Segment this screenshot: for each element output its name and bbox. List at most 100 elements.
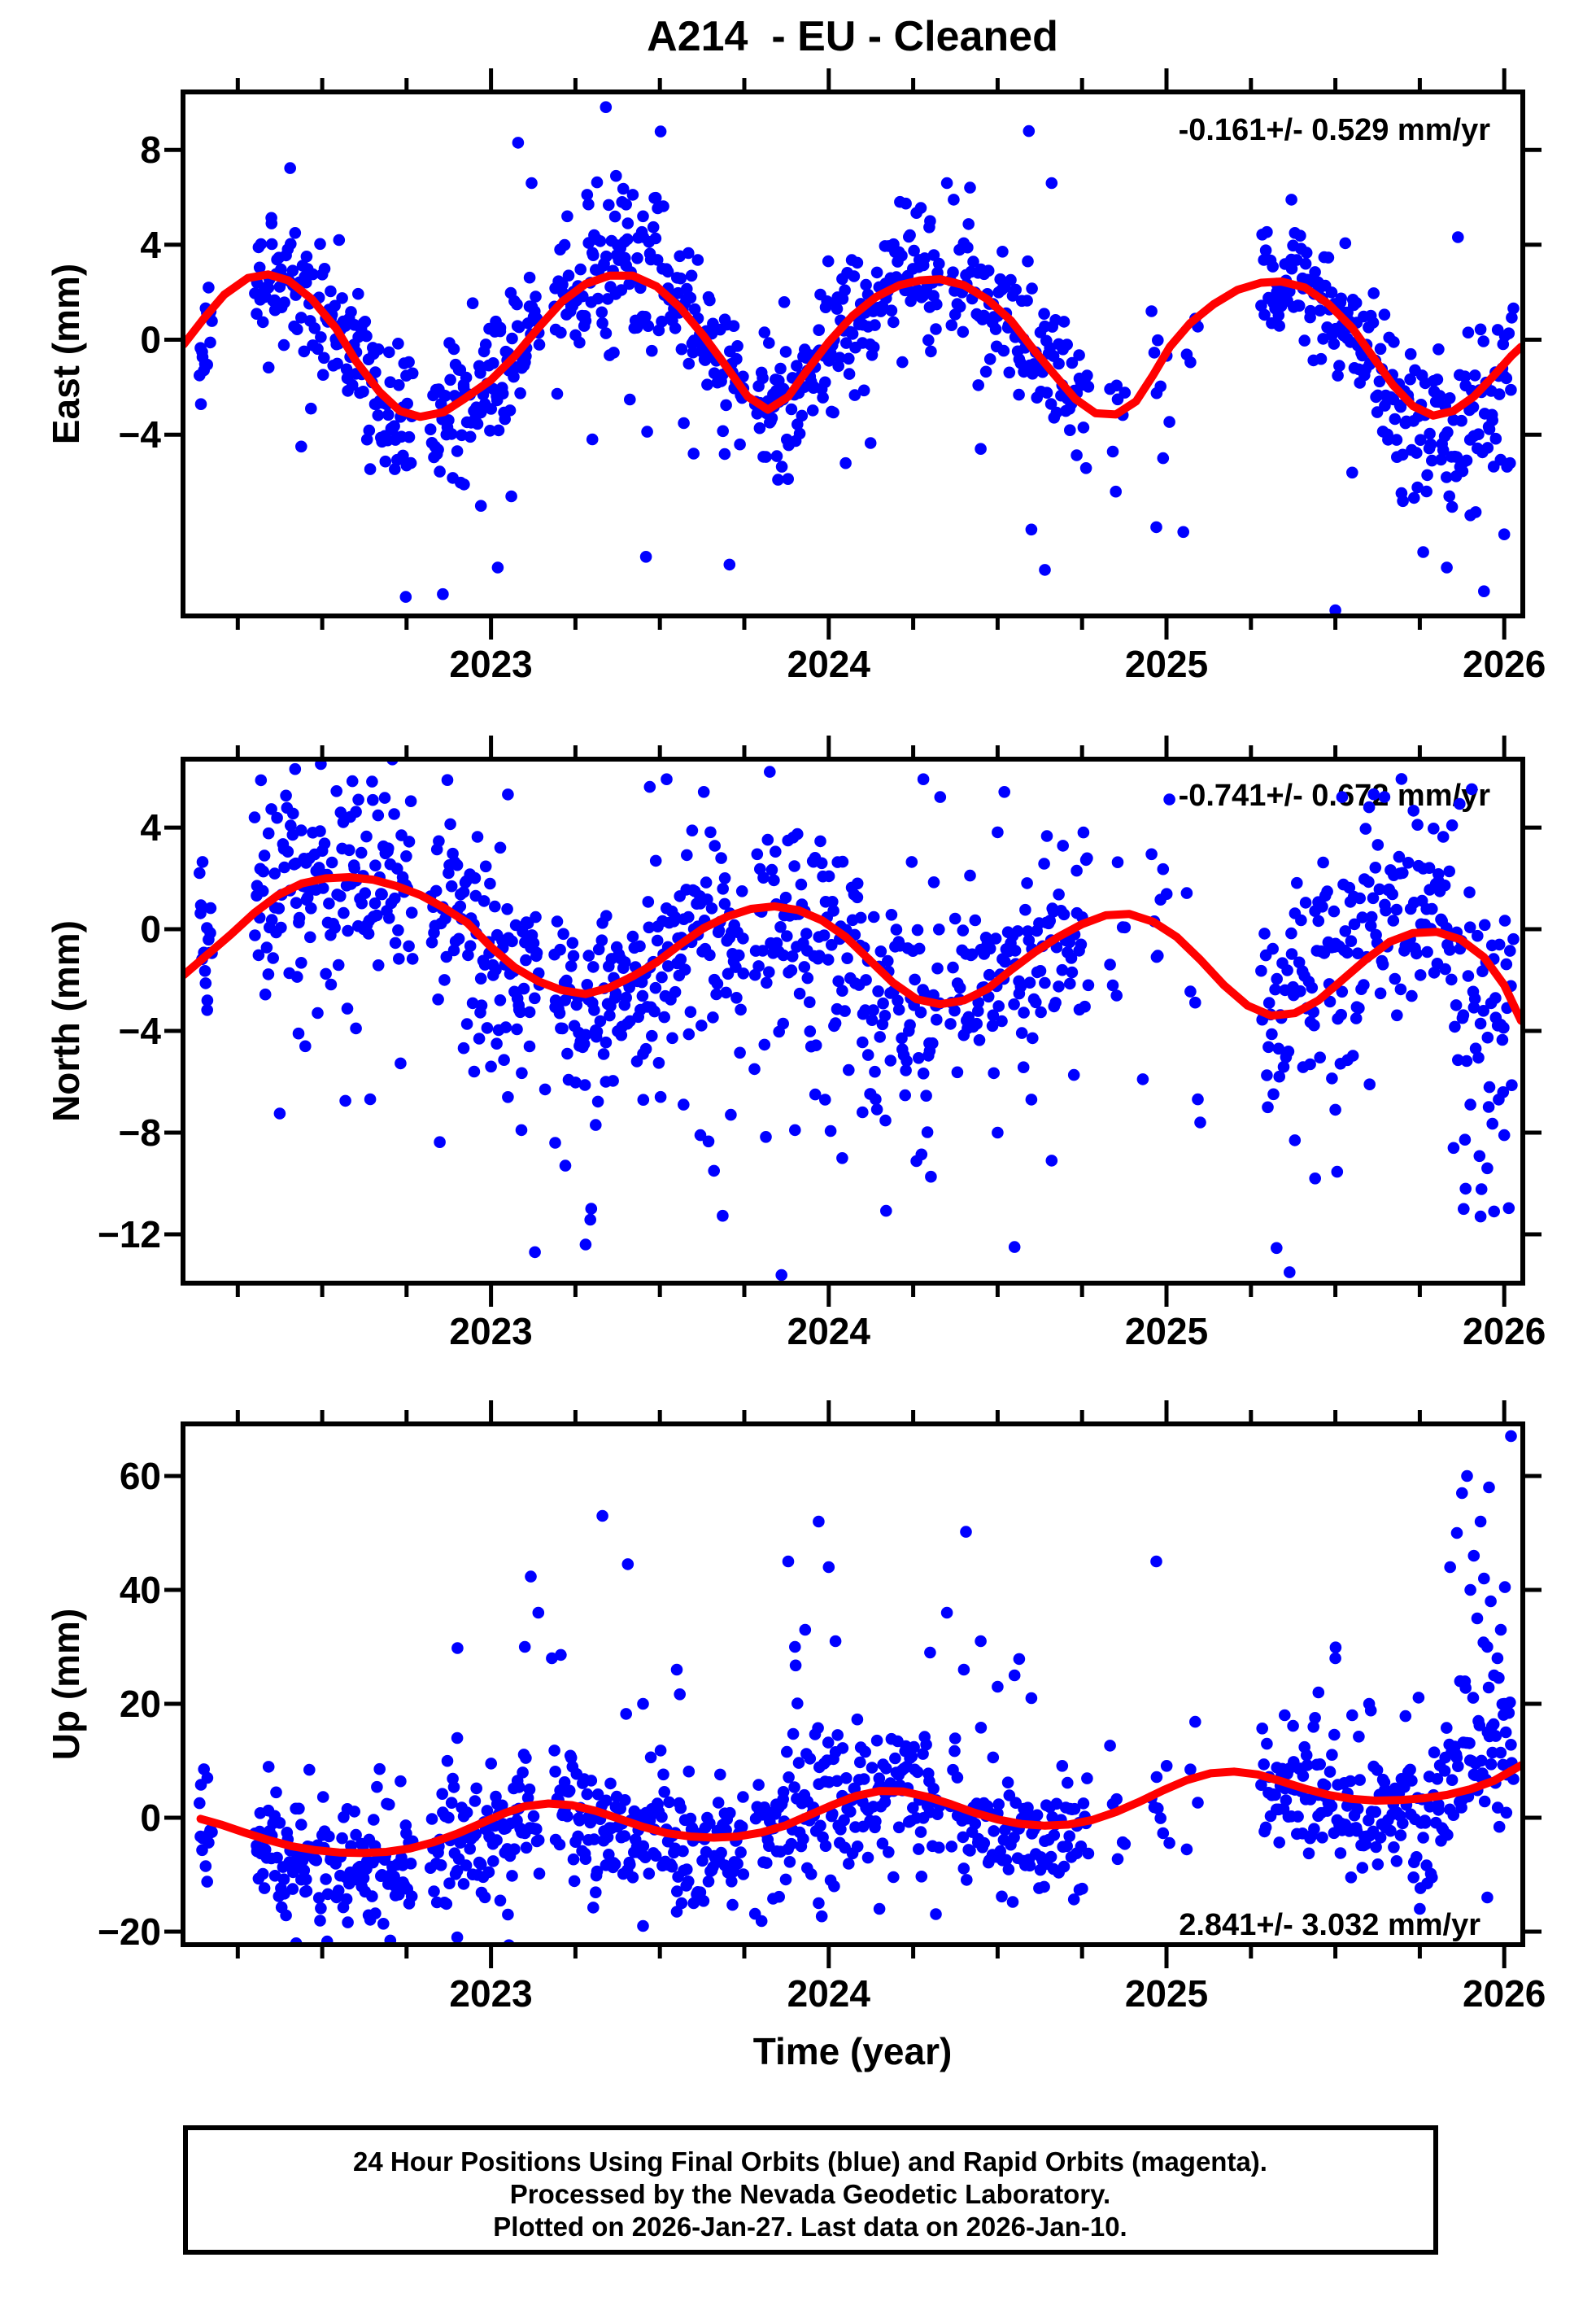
data-point xyxy=(992,826,1004,839)
data-point xyxy=(377,1918,390,1930)
data-point xyxy=(553,1007,566,1020)
data-point xyxy=(372,809,385,822)
data-point xyxy=(316,369,329,382)
data-point xyxy=(1469,1042,1482,1055)
data-point xyxy=(854,1756,866,1769)
data-point xyxy=(368,897,382,910)
data-point xyxy=(684,1006,697,1018)
data-point xyxy=(1293,299,1306,312)
data-point xyxy=(1443,865,1455,878)
data-point xyxy=(1119,921,1132,934)
data-point xyxy=(896,356,909,369)
data-point xyxy=(336,1832,348,1845)
data-point xyxy=(604,1009,616,1022)
data-point xyxy=(594,1015,607,1028)
data-point xyxy=(1462,326,1475,339)
data-point xyxy=(684,1812,697,1825)
data-point xyxy=(295,957,307,969)
data-point xyxy=(1336,985,1349,998)
data-point-outlier xyxy=(1045,1155,1058,1167)
data-point xyxy=(350,1828,362,1841)
data-point xyxy=(1473,1719,1486,1731)
data-point xyxy=(1061,1840,1073,1853)
data-point xyxy=(1009,283,1022,296)
data-point xyxy=(1050,1797,1063,1810)
data-point xyxy=(757,945,769,957)
data-point xyxy=(196,856,209,868)
data-point xyxy=(520,1841,533,1854)
data-point xyxy=(1038,1880,1050,1893)
data-point xyxy=(972,1005,984,1017)
data-point xyxy=(372,343,385,356)
data-point xyxy=(1353,1002,1365,1015)
data-point xyxy=(1106,445,1119,458)
data-point xyxy=(818,929,831,941)
data-point xyxy=(988,1825,1000,1837)
data-point xyxy=(1053,889,1065,901)
data-point xyxy=(556,1022,569,1035)
data-point xyxy=(751,408,764,420)
data-point xyxy=(561,1047,573,1060)
data-point xyxy=(1367,287,1380,299)
data-point xyxy=(832,975,844,988)
data-point xyxy=(579,1028,592,1041)
panel-frame xyxy=(181,90,1525,618)
data-point xyxy=(1441,471,1453,483)
data-point xyxy=(975,1722,988,1734)
data-point xyxy=(273,902,286,915)
data-point xyxy=(1407,805,1419,817)
data-point xyxy=(1021,295,1033,307)
data-point xyxy=(1111,1853,1124,1866)
data-point xyxy=(674,953,687,966)
data-point-outlier xyxy=(694,1129,707,1142)
data-point xyxy=(517,1766,529,1779)
data-point xyxy=(1476,965,1489,977)
data-point xyxy=(948,1732,962,1745)
data-point xyxy=(1356,911,1369,924)
data-point xyxy=(681,282,693,295)
data-point xyxy=(908,244,920,257)
data-point xyxy=(1145,305,1158,317)
data-point xyxy=(678,417,690,430)
data-point xyxy=(639,311,652,323)
data-point xyxy=(560,974,573,987)
data-point xyxy=(1412,1692,1425,1704)
data-point xyxy=(551,387,564,400)
data-point xyxy=(1333,360,1345,372)
data-point xyxy=(444,373,456,386)
data-point xyxy=(737,932,749,945)
data-point xyxy=(334,890,347,902)
data-point xyxy=(1423,862,1436,874)
data-point xyxy=(1023,976,1036,989)
data-point xyxy=(1282,1046,1295,1058)
data-point xyxy=(304,931,316,944)
data-point xyxy=(1302,1847,1315,1860)
data-point xyxy=(674,1688,686,1701)
data-point xyxy=(1350,1012,1363,1024)
data-point-outlier xyxy=(1498,528,1511,540)
data-point xyxy=(1369,1806,1382,1819)
data-point xyxy=(1350,296,1363,309)
data-point xyxy=(996,1890,1008,1903)
data-point xyxy=(1013,388,1025,401)
data-point xyxy=(1267,260,1279,273)
data-point xyxy=(271,1851,283,1864)
data-point xyxy=(1057,908,1071,921)
data-point-outlier xyxy=(1461,1469,1473,1483)
data-point xyxy=(491,1037,503,1050)
data-point xyxy=(651,254,664,266)
data-point-outlier xyxy=(637,1919,649,1932)
data-point xyxy=(1463,886,1476,898)
data-point xyxy=(532,1834,545,1846)
data-point xyxy=(265,238,278,251)
data-point xyxy=(883,1846,895,1858)
data-point xyxy=(388,1871,400,1883)
data-point xyxy=(314,1915,326,1927)
data-point xyxy=(199,1860,212,1872)
data-point xyxy=(573,336,586,349)
data-point-outlier xyxy=(600,1076,613,1088)
data-point xyxy=(406,367,419,380)
data-point xyxy=(1295,914,1307,927)
y-tick-label: 40 xyxy=(120,1569,161,1611)
data-point-outlier xyxy=(518,1640,531,1653)
